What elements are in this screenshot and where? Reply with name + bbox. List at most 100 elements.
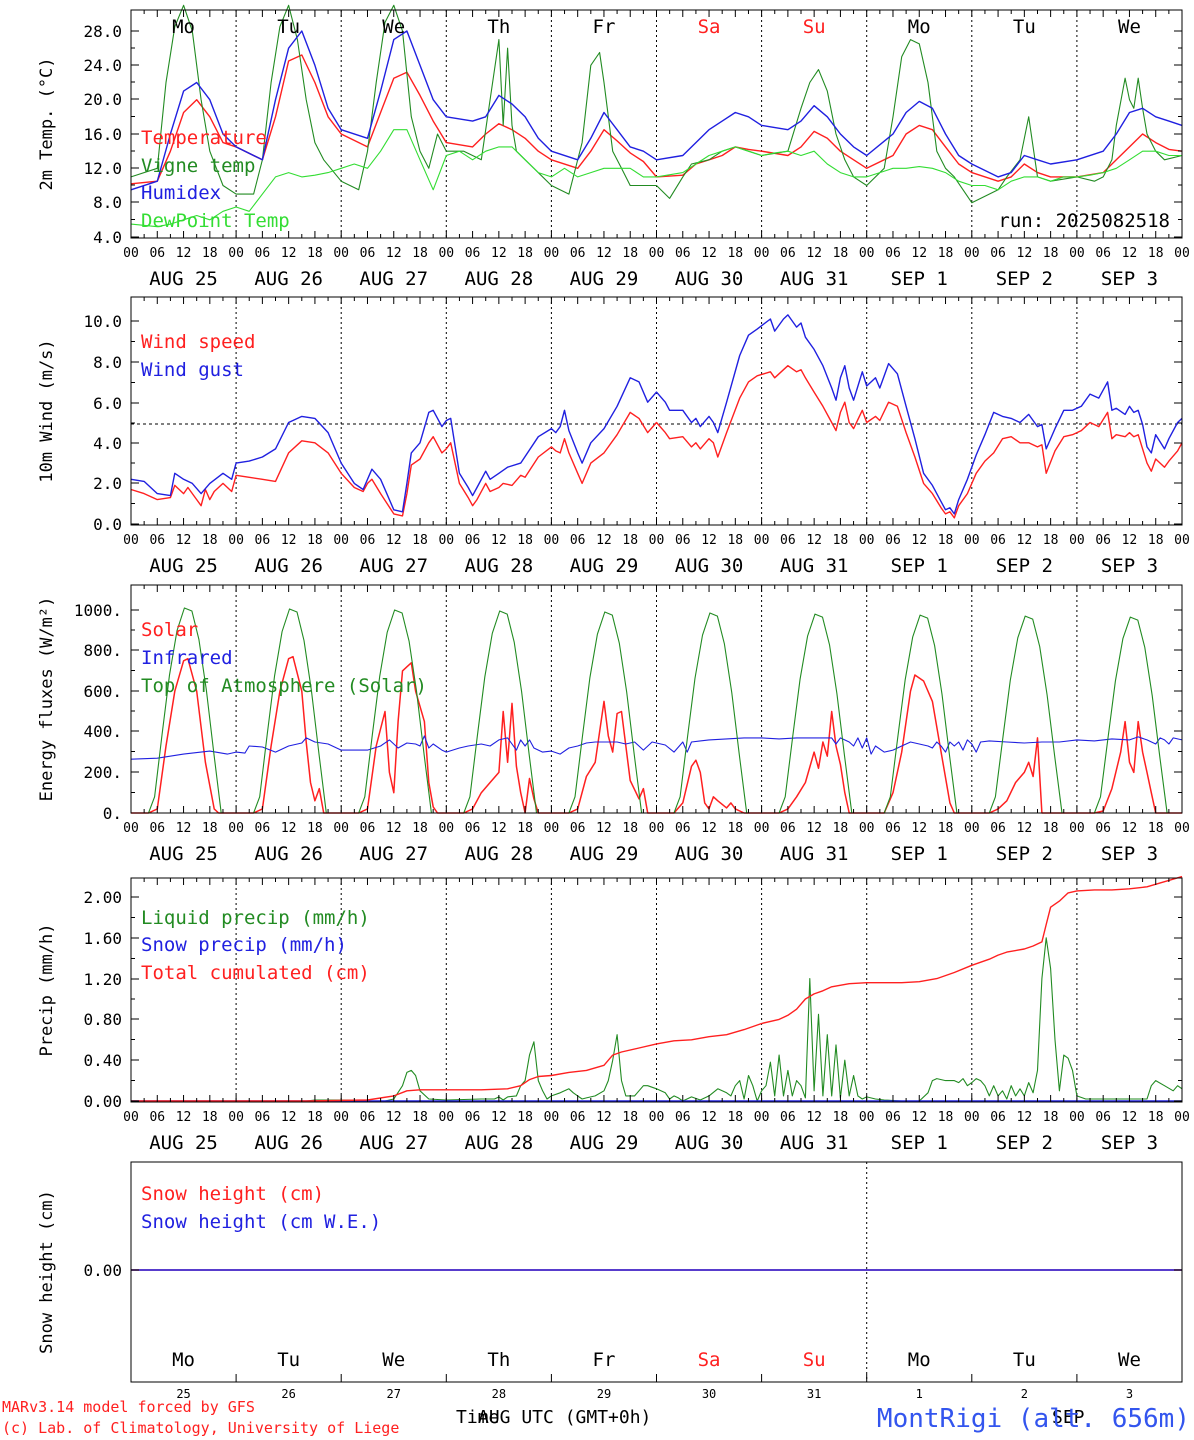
hour-tick-label: 12: [911, 533, 927, 548]
hour-tick-label: 06: [255, 1110, 271, 1125]
legend-entry: Top of Atmosphere (Solar): [141, 675, 427, 697]
day-number-label: 29: [597, 1387, 611, 1401]
hour-tick-label: 12: [596, 821, 612, 836]
hour-tick-label: 06: [1095, 1110, 1111, 1125]
hour-tick-label: 18: [1148, 246, 1164, 261]
hour-tick-label: 18: [202, 1110, 218, 1125]
hour-tick-label: 00: [859, 533, 875, 548]
date-label: SEP 3: [1101, 1132, 1158, 1154]
series-line-solar: [131, 655, 1182, 814]
hour-tick-label: 00: [228, 246, 244, 261]
hour-tick-label: 18: [727, 533, 743, 548]
hour-tick-label: 12: [1017, 821, 1033, 836]
y-tick-label: 0.0: [93, 515, 122, 534]
site-name: MontRigi (alt. 656m): [877, 1404, 1190, 1434]
hour-tick-label: 06: [780, 821, 796, 836]
hour-tick-label: 12: [386, 821, 402, 836]
hour-tick-label: 18: [1043, 533, 1059, 548]
hour-tick-label: 12: [491, 246, 507, 261]
y-tick-label: 6.0: [93, 394, 122, 413]
date-label: SEP 1: [891, 843, 948, 865]
hour-tick-label: 00: [544, 533, 560, 548]
series-line-wind-gust: [130, 314, 1183, 515]
date-label: AUG 28: [465, 1132, 534, 1154]
hour-tick-label: 06: [360, 246, 376, 261]
hour-tick-label: 00: [333, 1110, 349, 1125]
date-label: AUG 31: [780, 1132, 849, 1154]
hour-tick-label: 00: [123, 246, 139, 261]
y-tick-label: 0.00: [83, 1092, 122, 1111]
date-label: SEP 3: [1101, 843, 1158, 865]
hour-tick-label: 12: [701, 1110, 717, 1125]
hour-tick-label: 12: [806, 1110, 822, 1125]
date-label: AUG 29: [570, 843, 639, 865]
day-of-week-label: Th: [487, 1349, 510, 1371]
day-of-week-label: Fr: [593, 16, 616, 38]
day-number-label: 26: [281, 1387, 295, 1401]
hour-tick-label: 06: [675, 533, 691, 548]
hour-tick-label: 06: [255, 533, 271, 548]
hour-tick-label: 06: [149, 246, 165, 261]
frames-layer: [130, 9, 1183, 1383]
legend-entry: Wind gust: [141, 359, 244, 381]
legend-entry: Wind speed: [141, 331, 255, 353]
y-tick-label: 0.80: [83, 1010, 122, 1029]
hour-tick-label: 00: [123, 533, 139, 548]
hour-tick-label: 18: [833, 821, 849, 836]
date-label: AUG 26: [254, 555, 323, 577]
y-axis-title: Precip (mm/h): [37, 923, 57, 1056]
day-of-week-label: Su: [803, 16, 826, 38]
hour-tick-label: 12: [701, 821, 717, 836]
day-number-label: 31: [807, 1387, 821, 1401]
hour-tick-label: 06: [885, 533, 901, 548]
hour-tick-label: 18: [202, 533, 218, 548]
hour-tick-label: 12: [806, 533, 822, 548]
hour-tick-label: 18: [1148, 533, 1164, 548]
hour-tick-label: 00: [859, 821, 875, 836]
hour-tick-label: 12: [911, 246, 927, 261]
y-tick-label: 1000.: [74, 601, 122, 620]
hour-tick-label: 06: [1095, 246, 1111, 261]
hour-tick-label: 06: [1095, 821, 1111, 836]
date-label: AUG 29: [570, 1132, 639, 1154]
hour-tick-label: 00: [438, 1110, 454, 1125]
hour-tick-label: 12: [806, 821, 822, 836]
hour-tick-label: 00: [1174, 1110, 1190, 1125]
date-label: AUG 29: [570, 555, 639, 577]
legend-entry: Vigne temp: [141, 155, 255, 177]
hour-tick-label: 12: [596, 533, 612, 548]
day-of-week-label: Fr: [593, 1349, 616, 1371]
credit-line-1: MARv3.14 model forced by GFS: [2, 1398, 255, 1416]
hour-tick-label: 12: [1017, 1110, 1033, 1125]
hour-tick-label: 06: [149, 1110, 165, 1125]
hour-tick-label: 18: [622, 821, 638, 836]
hour-tick-label: 06: [465, 246, 481, 261]
hour-tick-label: 18: [1043, 821, 1059, 836]
hour-tick-label: 12: [176, 821, 192, 836]
hour-tick-label: 18: [412, 246, 428, 261]
hour-tick-label: 18: [833, 1110, 849, 1125]
hour-tick-label: 06: [149, 533, 165, 548]
hour-tick-label: 06: [570, 533, 586, 548]
hour-tick-label: 06: [990, 1110, 1006, 1125]
date-label: SEP 2: [996, 1132, 1053, 1154]
hour-tick-label: 12: [911, 821, 927, 836]
date-label: AUG 27: [359, 555, 428, 577]
hour-tick-label: 00: [1069, 1110, 1085, 1125]
hour-tick-label: 18: [622, 1110, 638, 1125]
hour-tick-label: 06: [885, 246, 901, 261]
hour-tick-label: 00: [964, 533, 980, 548]
legend-entry: Snow height (cm W.E.): [141, 1211, 381, 1233]
date-label: AUG 25: [149, 268, 218, 290]
date-label: SEP 1: [891, 268, 948, 290]
y-tick-label: 400.: [83, 722, 122, 741]
hour-tick-label: 12: [491, 821, 507, 836]
date-label: AUG 26: [254, 1132, 323, 1154]
hour-tick-label: 12: [1122, 246, 1138, 261]
hour-tick-label: 00: [649, 246, 665, 261]
hour-tick-label: 00: [228, 821, 244, 836]
y-tick-label: 800.: [83, 641, 122, 660]
day-number-label: 27: [387, 1387, 401, 1401]
hour-tick-label: 06: [990, 246, 1006, 261]
series-line-dewpoint-temp: [130, 129, 1182, 228]
